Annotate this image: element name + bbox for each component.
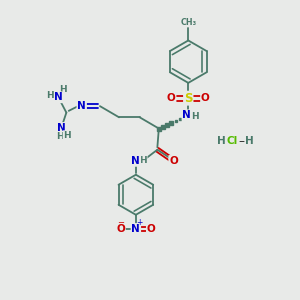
Text: –: – bbox=[238, 135, 244, 148]
Text: N: N bbox=[131, 224, 140, 234]
Text: H: H bbox=[191, 112, 199, 121]
Text: H: H bbox=[140, 156, 147, 165]
Text: Cl: Cl bbox=[227, 136, 238, 146]
Text: +: + bbox=[136, 218, 142, 227]
Text: N: N bbox=[182, 110, 191, 120]
Text: N: N bbox=[77, 101, 86, 111]
Text: O: O bbox=[201, 93, 210, 103]
Text: H: H bbox=[46, 91, 54, 100]
Text: H: H bbox=[56, 132, 63, 141]
Text: O: O bbox=[116, 224, 125, 234]
Text: O: O bbox=[147, 224, 156, 234]
Text: N: N bbox=[54, 92, 62, 102]
Text: N: N bbox=[57, 123, 65, 133]
Text: H: H bbox=[59, 85, 66, 94]
Text: N: N bbox=[131, 156, 140, 166]
Text: S: S bbox=[184, 92, 193, 105]
Text: O: O bbox=[167, 93, 176, 103]
Text: −: − bbox=[117, 218, 124, 227]
Text: H: H bbox=[217, 136, 226, 146]
Text: H: H bbox=[245, 136, 254, 146]
Text: H: H bbox=[63, 131, 71, 140]
Text: O: O bbox=[169, 156, 178, 166]
Text: CH₃: CH₃ bbox=[180, 18, 196, 27]
